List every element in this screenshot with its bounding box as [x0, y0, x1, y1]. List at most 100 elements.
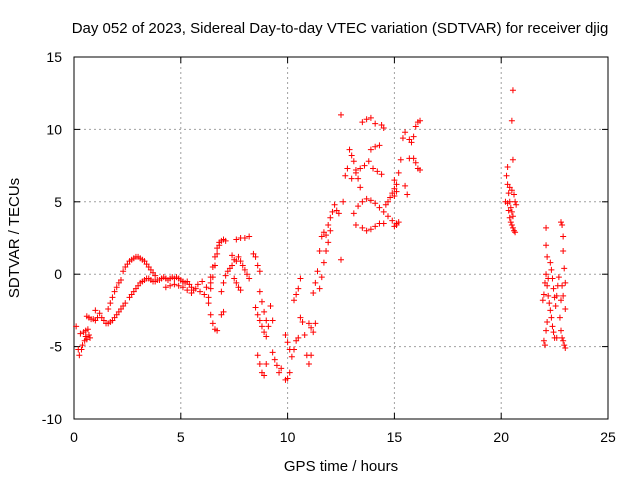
data-point — [323, 232, 330, 239]
data-point — [363, 227, 370, 234]
data-point — [256, 360, 263, 367]
data-point — [207, 311, 214, 318]
data-point — [338, 111, 344, 118]
data-point — [509, 213, 516, 220]
data-point — [367, 197, 374, 204]
data-point — [87, 334, 94, 341]
data-point — [560, 337, 567, 344]
data-point — [214, 245, 221, 252]
plot-frame — [73, 56, 609, 420]
data-point — [376, 204, 383, 211]
data-point — [276, 369, 283, 376]
data-point — [117, 276, 124, 283]
data-point — [367, 226, 374, 233]
data-point — [310, 290, 317, 297]
data-point — [235, 253, 242, 260]
data-point — [222, 272, 229, 279]
data-point — [105, 305, 112, 312]
data-point — [546, 300, 553, 307]
data-point — [350, 158, 357, 165]
data-point — [548, 266, 555, 273]
data-point — [256, 268, 263, 275]
x-axis: 0 5 10 15 20 25 — [70, 57, 616, 445]
data-point — [188, 290, 195, 297]
data-point — [76, 352, 83, 359]
data-point — [367, 146, 374, 153]
y-tick-label: 10 — [46, 121, 62, 137]
data-point — [261, 308, 268, 315]
data-point — [216, 239, 223, 246]
data-point — [559, 282, 566, 289]
data-point — [286, 369, 293, 376]
data-point — [505, 207, 512, 214]
x-tick-label: 15 — [387, 429, 403, 445]
data-point — [372, 143, 379, 150]
data-point — [560, 248, 567, 255]
data-point — [363, 116, 370, 123]
data-point — [96, 310, 103, 317]
data-point — [85, 332, 92, 339]
data-point — [555, 274, 562, 281]
data-point — [378, 171, 385, 178]
data-point — [254, 352, 261, 359]
data-point — [372, 200, 379, 207]
data-point — [509, 87, 516, 94]
data-point — [376, 142, 383, 149]
data-point — [107, 300, 114, 307]
data-point — [504, 164, 511, 171]
data-point — [412, 123, 419, 130]
data-point — [560, 233, 567, 240]
data-point — [543, 224, 550, 231]
data-point — [545, 292, 552, 299]
x-axis-label: GPS time / hours — [284, 458, 398, 475]
data-point — [560, 292, 567, 299]
data-point — [252, 304, 259, 311]
data-point — [561, 342, 568, 349]
y-tick-label: -10 — [42, 411, 62, 427]
data-point — [562, 279, 569, 286]
data-point — [273, 362, 280, 369]
data-point — [544, 318, 551, 325]
data-point — [384, 198, 391, 205]
data-point — [505, 190, 512, 197]
data-point — [231, 275, 238, 282]
data-point — [229, 252, 236, 259]
data-point — [508, 221, 515, 228]
x-tick-label: 5 — [177, 429, 185, 445]
data-point — [284, 339, 291, 346]
data-point — [359, 119, 366, 126]
data-point — [244, 271, 251, 278]
data-point — [175, 282, 182, 289]
data-point — [301, 332, 308, 339]
data-point — [233, 236, 240, 243]
data-point — [84, 326, 91, 333]
data-point — [558, 219, 565, 226]
data-point — [220, 308, 227, 315]
data-point — [205, 300, 212, 307]
data-point — [327, 227, 334, 234]
data-point — [325, 221, 332, 228]
data-point — [263, 333, 270, 340]
data-point — [352, 169, 359, 176]
data-point — [77, 330, 84, 337]
data-point — [293, 291, 300, 298]
data-point — [297, 314, 304, 321]
data-point — [199, 278, 206, 285]
data-point — [399, 135, 406, 142]
data-point — [359, 224, 366, 231]
data-point — [370, 165, 377, 172]
data-point — [194, 281, 201, 288]
data-point — [295, 334, 302, 341]
data-point — [335, 210, 342, 217]
data-point — [562, 345, 569, 352]
data-point — [252, 253, 259, 260]
data-point — [365, 158, 372, 165]
data-point — [171, 281, 178, 288]
data-point — [316, 285, 323, 292]
x-tick-label: 0 — [70, 429, 78, 445]
data-point — [271, 356, 278, 363]
data-point — [263, 360, 270, 367]
data-point — [417, 117, 424, 124]
chart-title: Day 052 of 2023, Sidereal Day-to-day VTE… — [72, 20, 609, 37]
